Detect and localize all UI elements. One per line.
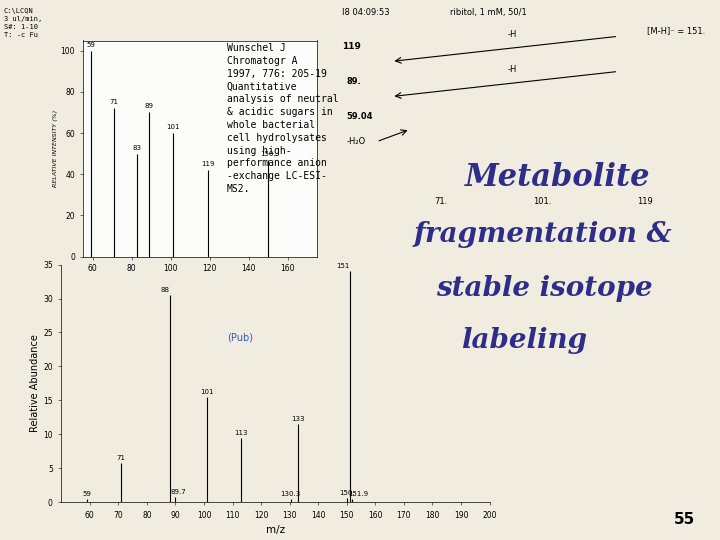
Text: 59: 59 [86, 42, 95, 48]
Text: 71.: 71. [434, 197, 447, 206]
Text: 119: 119 [343, 42, 361, 51]
Text: [M-H]⁻ = 151.: [M-H]⁻ = 151. [647, 26, 706, 35]
Text: 101: 101 [200, 389, 214, 395]
Text: 151.9: 151.9 [348, 491, 368, 497]
Text: 89.7: 89.7 [171, 489, 186, 495]
Text: 89: 89 [145, 104, 153, 110]
Text: ribitol, 1 mM, 50/1: ribitol, 1 mM, 50/1 [450, 8, 527, 17]
Y-axis label: Relative Abundance: Relative Abundance [30, 334, 40, 433]
Text: 119: 119 [637, 197, 652, 206]
Text: -H: -H [508, 30, 517, 39]
Text: 119: 119 [201, 161, 215, 167]
Text: 59.04: 59.04 [346, 112, 373, 121]
Text: C:\LCQN
3 ul/min,
S#: 1-10
T: -c Fu: C:\LCQN 3 ul/min, S#: 1-10 T: -c Fu [4, 8, 42, 38]
Text: 89.: 89. [346, 77, 361, 86]
X-axis label: m/z: m/z [266, 525, 285, 535]
Text: 83: 83 [133, 145, 142, 151]
Text: 101: 101 [166, 124, 179, 130]
Text: Wunschel J
Chromatogr A
1997, 776: 205-19
Quantitative
analysis of neutral
& aci: Wunschel J Chromatogr A 1997, 776: 205-1… [227, 43, 338, 194]
Text: (Pub): (Pub) [227, 332, 253, 342]
Text: 71: 71 [117, 455, 126, 461]
Text: 71: 71 [109, 99, 119, 105]
Text: -H₂O: -H₂O [346, 137, 365, 146]
Text: 133: 133 [292, 416, 305, 422]
Text: 150.: 150. [339, 490, 355, 496]
Text: 150.: 150. [260, 151, 276, 157]
Text: -H: -H [508, 65, 517, 74]
Text: 59: 59 [83, 491, 91, 497]
Text: 113: 113 [235, 430, 248, 436]
Text: 151: 151 [336, 264, 349, 269]
Text: 101.: 101. [534, 197, 552, 206]
Text: 55: 55 [673, 511, 695, 526]
Text: I8 04:09:53: I8 04:09:53 [342, 8, 390, 17]
Text: stable isotope: stable isotope [436, 275, 652, 302]
Text: labeling: labeling [461, 327, 587, 354]
Text: 88: 88 [161, 287, 170, 293]
Text: 130.3: 130.3 [280, 491, 301, 497]
Y-axis label: RELATIVE INTENSITY (%): RELATIVE INTENSITY (%) [53, 110, 58, 187]
Text: Metabolite: Metabolite [464, 162, 650, 193]
Text: fragmentation &: fragmentation & [414, 221, 672, 248]
